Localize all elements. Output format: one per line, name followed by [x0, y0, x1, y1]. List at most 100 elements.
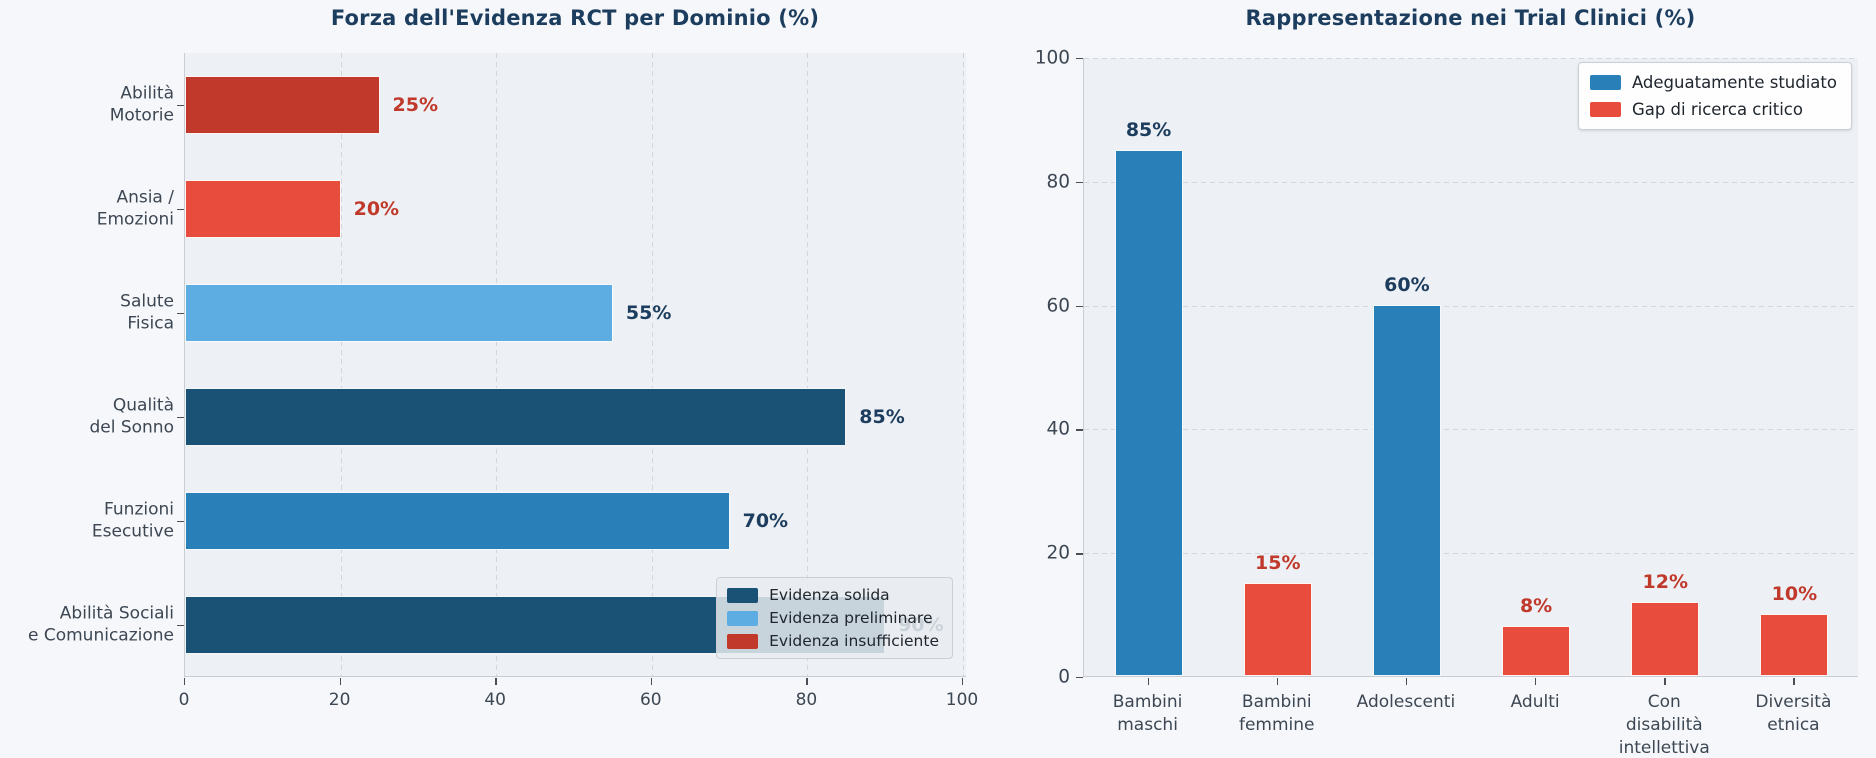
- gridline: [1084, 553, 1858, 555]
- x-tick-label: 20: [328, 690, 351, 710]
- x-tick-mark: [1535, 678, 1537, 685]
- x-tick-mark: [650, 678, 653, 685]
- x-tick-mark: [339, 678, 341, 685]
- legend-left: Evidenza solida Evidenza preliminare Evide…: [716, 577, 953, 659]
- x-tick-mark: [1664, 678, 1666, 685]
- y-category-label: Salute Fisica: [120, 291, 174, 334]
- bar-adolescenti: [1372, 304, 1441, 676]
- legend-label: Evidenza insufficiente: [769, 632, 939, 650]
- x-axis-right: Bambini maschi Bambini femmine Adolescenti Ad…: [1083, 677, 1858, 758]
- bar-value-label: 12%: [1642, 570, 1688, 593]
- y-tick-mark: [1076, 181, 1083, 184]
- gridline: [1084, 58, 1858, 59]
- x-tick-label: 80: [795, 690, 818, 710]
- y-category-label: Qualità del Sonno: [89, 395, 174, 438]
- legend-swatch: [727, 633, 759, 649]
- gridline: [651, 53, 653, 676]
- bar-adulti: [1502, 626, 1571, 676]
- gridline: [807, 53, 809, 676]
- bar-salute-fisica: [185, 284, 613, 342]
- bar-value-label: 20%: [353, 198, 400, 220]
- plot-area-right: 85% 15% 60% 8% 12% 10% Adeguatamente studiato…: [1083, 58, 1858, 677]
- chart-title-right: Rappresentazione nei Trial Clinici (%): [1245, 6, 1696, 30]
- gridline: [1084, 305, 1858, 307]
- legend-right: Adeguatamente studiato Gap di ricerca cri…: [1577, 62, 1852, 130]
- legend-item: Gap di ricerca critico: [1589, 100, 1837, 119]
- x-axis-left: 0 20 40 60 80 100: [179, 677, 978, 717]
- gridline: [1084, 181, 1858, 183]
- bar-value-label: 25%: [392, 94, 438, 116]
- bar-value-label: 55%: [625, 302, 672, 324]
- y-category-label: Funzioni Esecutive: [91, 499, 174, 542]
- y-tick-label: 0: [1058, 666, 1070, 688]
- y-tick-mark: [1076, 429, 1083, 431]
- x-category-label: Diversità etnica: [1755, 692, 1832, 735]
- y-tick-mark: [1076, 677, 1083, 679]
- legend-swatch: [727, 610, 759, 626]
- legend-item: Evidenza preliminare: [727, 609, 939, 627]
- bar-bambini-femmine: [1243, 583, 1312, 676]
- bar-value-label: 70%: [742, 510, 789, 532]
- y-tick-mark: [177, 209, 184, 211]
- x-tick-label: 100: [945, 690, 979, 710]
- bar-value-label: 10%: [1771, 583, 1818, 606]
- x-tick-mark: [184, 678, 186, 685]
- y-tick-mark: [177, 417, 184, 419]
- plot-area-left: 25%20%55%85%70%90% Evidenza solidaEviden…: [184, 53, 966, 677]
- y-category-label: Abilità Sociali e Comunicazione: [27, 603, 174, 646]
- x-tick-mark: [495, 678, 497, 685]
- x-tick-mark: [1147, 678, 1149, 685]
- x-tick-mark: [1276, 678, 1279, 685]
- legend-item: Adeguatamente studiato: [1589, 73, 1837, 92]
- legend-item: Evidenza solida: [727, 586, 939, 604]
- legend-item: Evidenza insufficiente: [727, 632, 939, 650]
- bar-qualit-del-sonno: [185, 388, 847, 446]
- x-tick-mark: [1405, 678, 1408, 685]
- bar-value-label: 85%: [1125, 118, 1172, 141]
- y-tick-mark: [177, 105, 184, 107]
- bar-con-disabilit-intellettiva: [1631, 601, 1700, 676]
- legend-swatch: [1589, 75, 1621, 90]
- x-category-label: Adolescenti: [1356, 692, 1456, 712]
- gridline: [963, 53, 964, 676]
- bar-funzioni-esecutive: [185, 492, 730, 550]
- y-tick-mark: [1076, 553, 1083, 555]
- y-tick-label: 20: [1046, 542, 1070, 564]
- y-category-label: Ansia / Emozioni: [96, 187, 174, 230]
- y-tick-mark: [1076, 58, 1083, 60]
- gridline: [340, 53, 342, 676]
- bar-abilit-motorie: [185, 76, 380, 134]
- x-tick-mark: [1793, 678, 1795, 685]
- bar-value-label: 85%: [859, 406, 905, 428]
- bar-ansia-emozioni: [185, 180, 341, 238]
- bar-bambini-maschi: [1114, 149, 1183, 676]
- gridline: [496, 53, 498, 676]
- x-tick-label: 0: [178, 690, 190, 710]
- y-category-label: Abilità Motorie: [109, 83, 174, 126]
- y-tick-label: 80: [1046, 171, 1070, 193]
- legend-swatch: [1589, 102, 1621, 117]
- bar-value-label: 15%: [1255, 552, 1301, 575]
- x-tick-mark: [806, 678, 808, 685]
- x-tick-label: 60: [639, 690, 662, 710]
- y-tick-mark: [1076, 305, 1083, 307]
- legend-label: Gap di ricerca critico: [1631, 100, 1803, 119]
- bar-value-label: 8%: [1519, 595, 1553, 618]
- y-tick-mark: [177, 313, 184, 315]
- x-category-label: Adulti: [1510, 692, 1560, 712]
- legend-label: Adeguatamente studiato: [1631, 73, 1837, 92]
- chart-title-left: Forza dell'Evidenza RCT per Dominio (%): [330, 6, 820, 30]
- y-tick-mark: [177, 521, 184, 523]
- x-category-label: Bambini femmine: [1238, 692, 1315, 735]
- legend-label: Evidenza solida: [769, 586, 890, 604]
- y-axis-right: 0 20 40 60 80 100: [1008, 48, 1083, 688]
- bar-diversit-etnica: [1760, 614, 1829, 676]
- y-tick-label: 60: [1046, 295, 1070, 317]
- y-tick-mark: [177, 625, 184, 627]
- gridline: [1084, 429, 1858, 431]
- y-axis-left: Abilità Motorie Ansia / Emozioni Salute Fisic…: [0, 53, 184, 677]
- x-category-label: Con disabilità intellettiva: [1618, 692, 1710, 758]
- y-tick-label: 100: [1034, 47, 1070, 69]
- x-tick-label: 40: [484, 690, 507, 710]
